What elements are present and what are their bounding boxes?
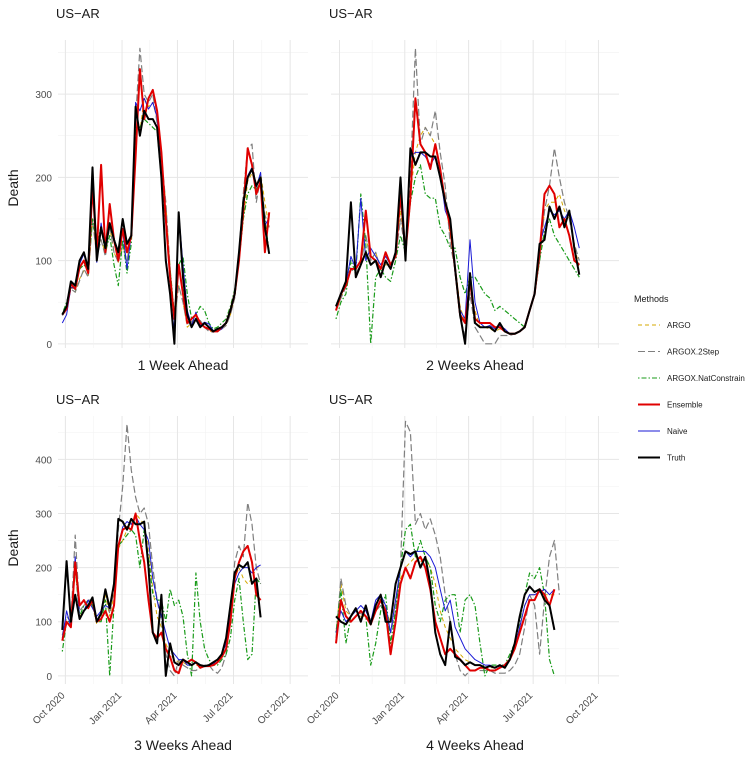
panel-3: US−AR 0 100 200 300 400 Oct 2020 Jan 2021 Apr 20… — [5, 392, 308, 753]
x-tick-label: Jul 2021 — [501, 690, 536, 725]
legend-label: ARGOX.NatConstrain — [667, 374, 745, 383]
panel-1: US−AR 0 100 200 300 1 Week Ahead Death — [5, 6, 308, 373]
series-argox-2step — [61, 423, 262, 677]
legend-label: ARGO — [667, 321, 691, 330]
y-axis-label: Death — [5, 529, 21, 566]
series-naive — [61, 515, 261, 667]
panel-title: US−AR — [56, 392, 100, 407]
series-truth — [61, 517, 262, 677]
x-tick-label: Apr 2021 — [143, 690, 180, 727]
y-tick-label: 300 — [35, 90, 52, 101]
legend-label: Truth — [667, 454, 685, 463]
y-tick-label: 100 — [35, 257, 52, 268]
x-tick-label: Oct 2021 — [256, 690, 293, 727]
y-tick-label: 200 — [35, 564, 52, 575]
y-tick-label: 400 — [35, 455, 52, 466]
series-argo — [61, 513, 261, 667]
panel-subtitle: 1 Week Ahead — [138, 357, 229, 373]
panel-title: US−AR — [56, 6, 100, 21]
y-tick-label: 100 — [35, 618, 52, 629]
series-argox-natconstrain — [335, 523, 555, 677]
panel-title: US−AR — [329, 6, 373, 21]
y-axis-label: Death — [5, 169, 21, 206]
series-truth — [335, 550, 556, 669]
y-tick-label: 300 — [35, 509, 52, 520]
series-truth — [335, 147, 581, 345]
legend-label: ARGOX.2Step — [667, 348, 720, 357]
x-tick-label: Jan 2021 — [370, 690, 407, 727]
panel-subtitle: 2 Weeks Ahead — [426, 357, 524, 373]
x-tick-label: Oct 2020 — [305, 690, 342, 727]
x-tick-label: Jan 2021 — [87, 690, 124, 727]
y-tick-label: 200 — [35, 173, 52, 184]
x-tick-label: Apr 2021 — [434, 690, 471, 727]
legend-label: Ensemble — [667, 401, 703, 410]
series-ensemble — [61, 512, 262, 675]
panel-subtitle: 3 Weeks Ahead — [134, 737, 232, 753]
legend-label: Naive — [667, 427, 688, 436]
legend-title: Methods — [634, 294, 669, 304]
x-tick-label: Oct 2020 — [31, 690, 68, 727]
legend: Methods ARGO ARGOX.2Step ARGOX.NatConstrain… — [634, 294, 745, 463]
panel-4: US−AR Oct 2020 Jan 2021 Apr 2021 Jul 2021 Oct… — [305, 392, 619, 753]
panel-2: US−AR 2 Weeks Ahead — [329, 6, 619, 373]
x-tick-label: Oct 2021 — [564, 690, 601, 727]
panel-title: US−AR — [329, 392, 373, 407]
y-tick-label: 0 — [46, 340, 52, 351]
series-truth — [61, 105, 271, 345]
series-argox-natconstrain — [335, 164, 580, 345]
x-tick-label: Jul 2021 — [201, 690, 236, 725]
series-naive — [335, 151, 580, 335]
y-tick-label: 0 — [46, 672, 52, 683]
panel-subtitle: 4 Weeks Ahead — [426, 737, 524, 753]
